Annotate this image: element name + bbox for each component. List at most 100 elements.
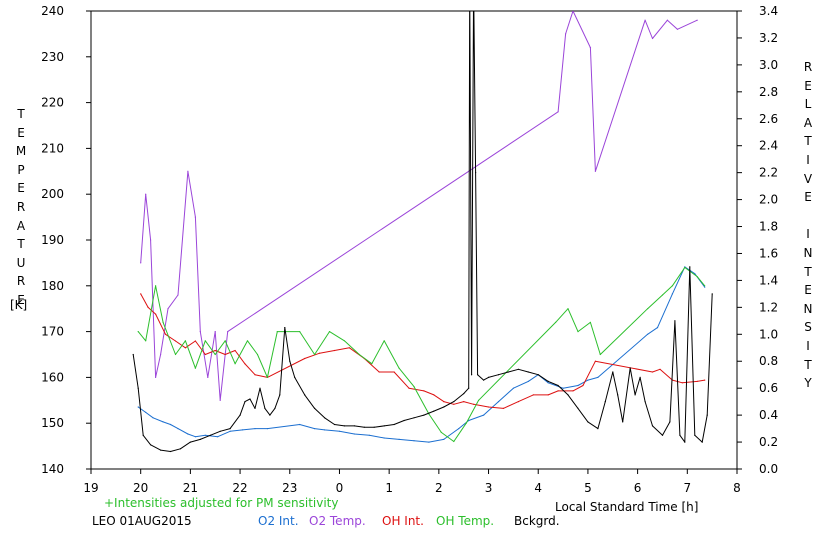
data-point-bckgrd	[373, 426, 375, 428]
data-point-o2-int	[428, 441, 430, 443]
data-point-oh-temp	[314, 353, 316, 356]
data-point-o2-temp	[145, 193, 147, 195]
data-point-oh-temp	[266, 376, 268, 378]
data-point-o2-int	[656, 327, 659, 329]
right-tick-label: 2.6	[759, 112, 778, 126]
x-tick-label: 20	[133, 481, 148, 495]
x-tick-label: 5	[584, 481, 592, 495]
data-point-bckgrd	[304, 394, 306, 396]
legend-bckgrd: Bckgrd.	[514, 514, 560, 528]
data-point-bckgrd	[137, 387, 139, 389]
data-point-bckgrd	[684, 441, 686, 443]
data-point-oh-int	[155, 313, 157, 315]
data-point-oh-temp	[661, 294, 664, 296]
data-point-oh-temp	[478, 399, 480, 401]
left-axis-letter: U	[16, 255, 26, 270]
data-point-o2-int	[597, 376, 599, 378]
data-point-o2-temp	[557, 111, 559, 113]
data-point-bckgrd	[483, 379, 485, 381]
left-tick-label: 190	[41, 233, 64, 247]
x-axis: 19 20 21 22 23 0 1 2 3 4 5 6 7 8	[83, 469, 741, 495]
plot-frame	[90, 10, 738, 470]
data-point-oh-int	[453, 403, 455, 405]
data-point-oh-int	[164, 333, 167, 335]
data-point-oh-int	[174, 340, 177, 342]
data-point-bckgrd	[527, 371, 529, 373]
left-axis-unit: [K]	[10, 298, 28, 312]
data-point-bckgrd	[634, 394, 636, 396]
data-point-oh-int	[681, 382, 683, 384]
left-axis-letter: R	[16, 274, 26, 289]
left-tick-label: 240	[41, 4, 64, 18]
data-point-o2-int	[299, 423, 301, 426]
data-point-oh-temp	[174, 353, 177, 356]
data-point-o2-temp	[594, 170, 597, 172]
data-point-oh-temp	[343, 340, 345, 342]
data-point-bckgrd	[487, 376, 490, 378]
right-tick-label: 0.4	[759, 408, 778, 422]
data-point-bckgrd	[557, 384, 559, 387]
right-axis-letter: E	[804, 283, 812, 298]
data-point-bckgrd	[661, 434, 664, 436]
data-point-o2-temp	[666, 19, 669, 21]
data-point-oh-temp	[371, 363, 373, 365]
data-point-oh-temp	[145, 340, 147, 342]
left-tick-label: 210	[41, 141, 64, 155]
x-tick-label: 22	[232, 481, 247, 495]
data-point-bckgrd	[244, 401, 246, 403]
right-tick-label: 1.0	[759, 327, 778, 341]
left-tick-label: 170	[41, 325, 64, 339]
data-point-oh-temp	[599, 353, 601, 356]
data-point-bckgrd	[289, 360, 291, 362]
data-point-oh-int	[547, 394, 549, 396]
data-point-bckgrd	[567, 394, 569, 396]
right-axis-letter: L	[804, 97, 812, 112]
data-point-oh-int	[194, 340, 196, 342]
data-point-oh-int	[244, 363, 246, 365]
legend-oh-temp: OH Temp.	[436, 514, 495, 528]
data-point-oh-int	[463, 401, 465, 403]
data-point-oh-int	[140, 293, 142, 295]
data-point-o2-int	[647, 333, 649, 335]
x-tick-label: 21	[183, 481, 198, 495]
right-axis-letter: N	[803, 245, 813, 260]
data-point-o2-int	[368, 434, 370, 436]
data-point-oh-temp	[555, 321, 557, 323]
data-point-o2-int	[338, 430, 341, 432]
data-point-bckgrd	[343, 425, 345, 427]
data-point-bckgrd	[475, 172, 477, 174]
data-point-oh-temp	[276, 331, 278, 333]
data-point-bckgrd	[269, 414, 271, 416]
right-tick-label: 0.8	[759, 354, 778, 368]
data-point-bckgrd	[249, 398, 251, 400]
data-point-bckgrd	[142, 434, 144, 436]
data-point-o2-int	[443, 438, 445, 440]
data-point-oh-temp	[647, 308, 649, 310]
data-point-o2-temp	[150, 239, 152, 241]
data-point-o2-temp	[227, 331, 229, 333]
data-point-oh-int	[557, 390, 559, 392]
right-y-axis: 0.0 0.2 0.4 0.6 0.8 1.0 1.2 1.4 1.6 1.8 2.0 2.2 2.4 2…	[737, 4, 778, 476]
right-axis-letter: E	[804, 190, 812, 205]
data-point-bckgrd	[669, 421, 671, 423]
data-point-bckgrd	[701, 441, 703, 443]
left-tick-label: 180	[41, 279, 64, 293]
data-point-bckgrd	[264, 407, 266, 409]
data-point-o2-int	[324, 429, 326, 431]
data-point-oh-temp	[246, 340, 249, 342]
right-axis-letter: T	[804, 134, 812, 149]
data-point-bckgrd	[199, 438, 201, 440]
right-axis-letter: R	[803, 60, 813, 74]
data-point-o2-int	[169, 423, 172, 426]
right-tick-label: 1.8	[759, 220, 778, 234]
left-axis-letter: E	[17, 181, 25, 196]
data-point-bckgrd	[363, 426, 365, 428]
x-tick-label: 8	[733, 481, 741, 495]
data-point-bckgrd	[463, 393, 465, 395]
data-point-oh-temp	[194, 367, 196, 369]
data-point-o2-temp	[187, 170, 189, 172]
series-line-bckgrd	[132, 11, 713, 452]
data-point-bckgrd	[694, 434, 696, 436]
data-point-o2-int	[458, 428, 460, 430]
